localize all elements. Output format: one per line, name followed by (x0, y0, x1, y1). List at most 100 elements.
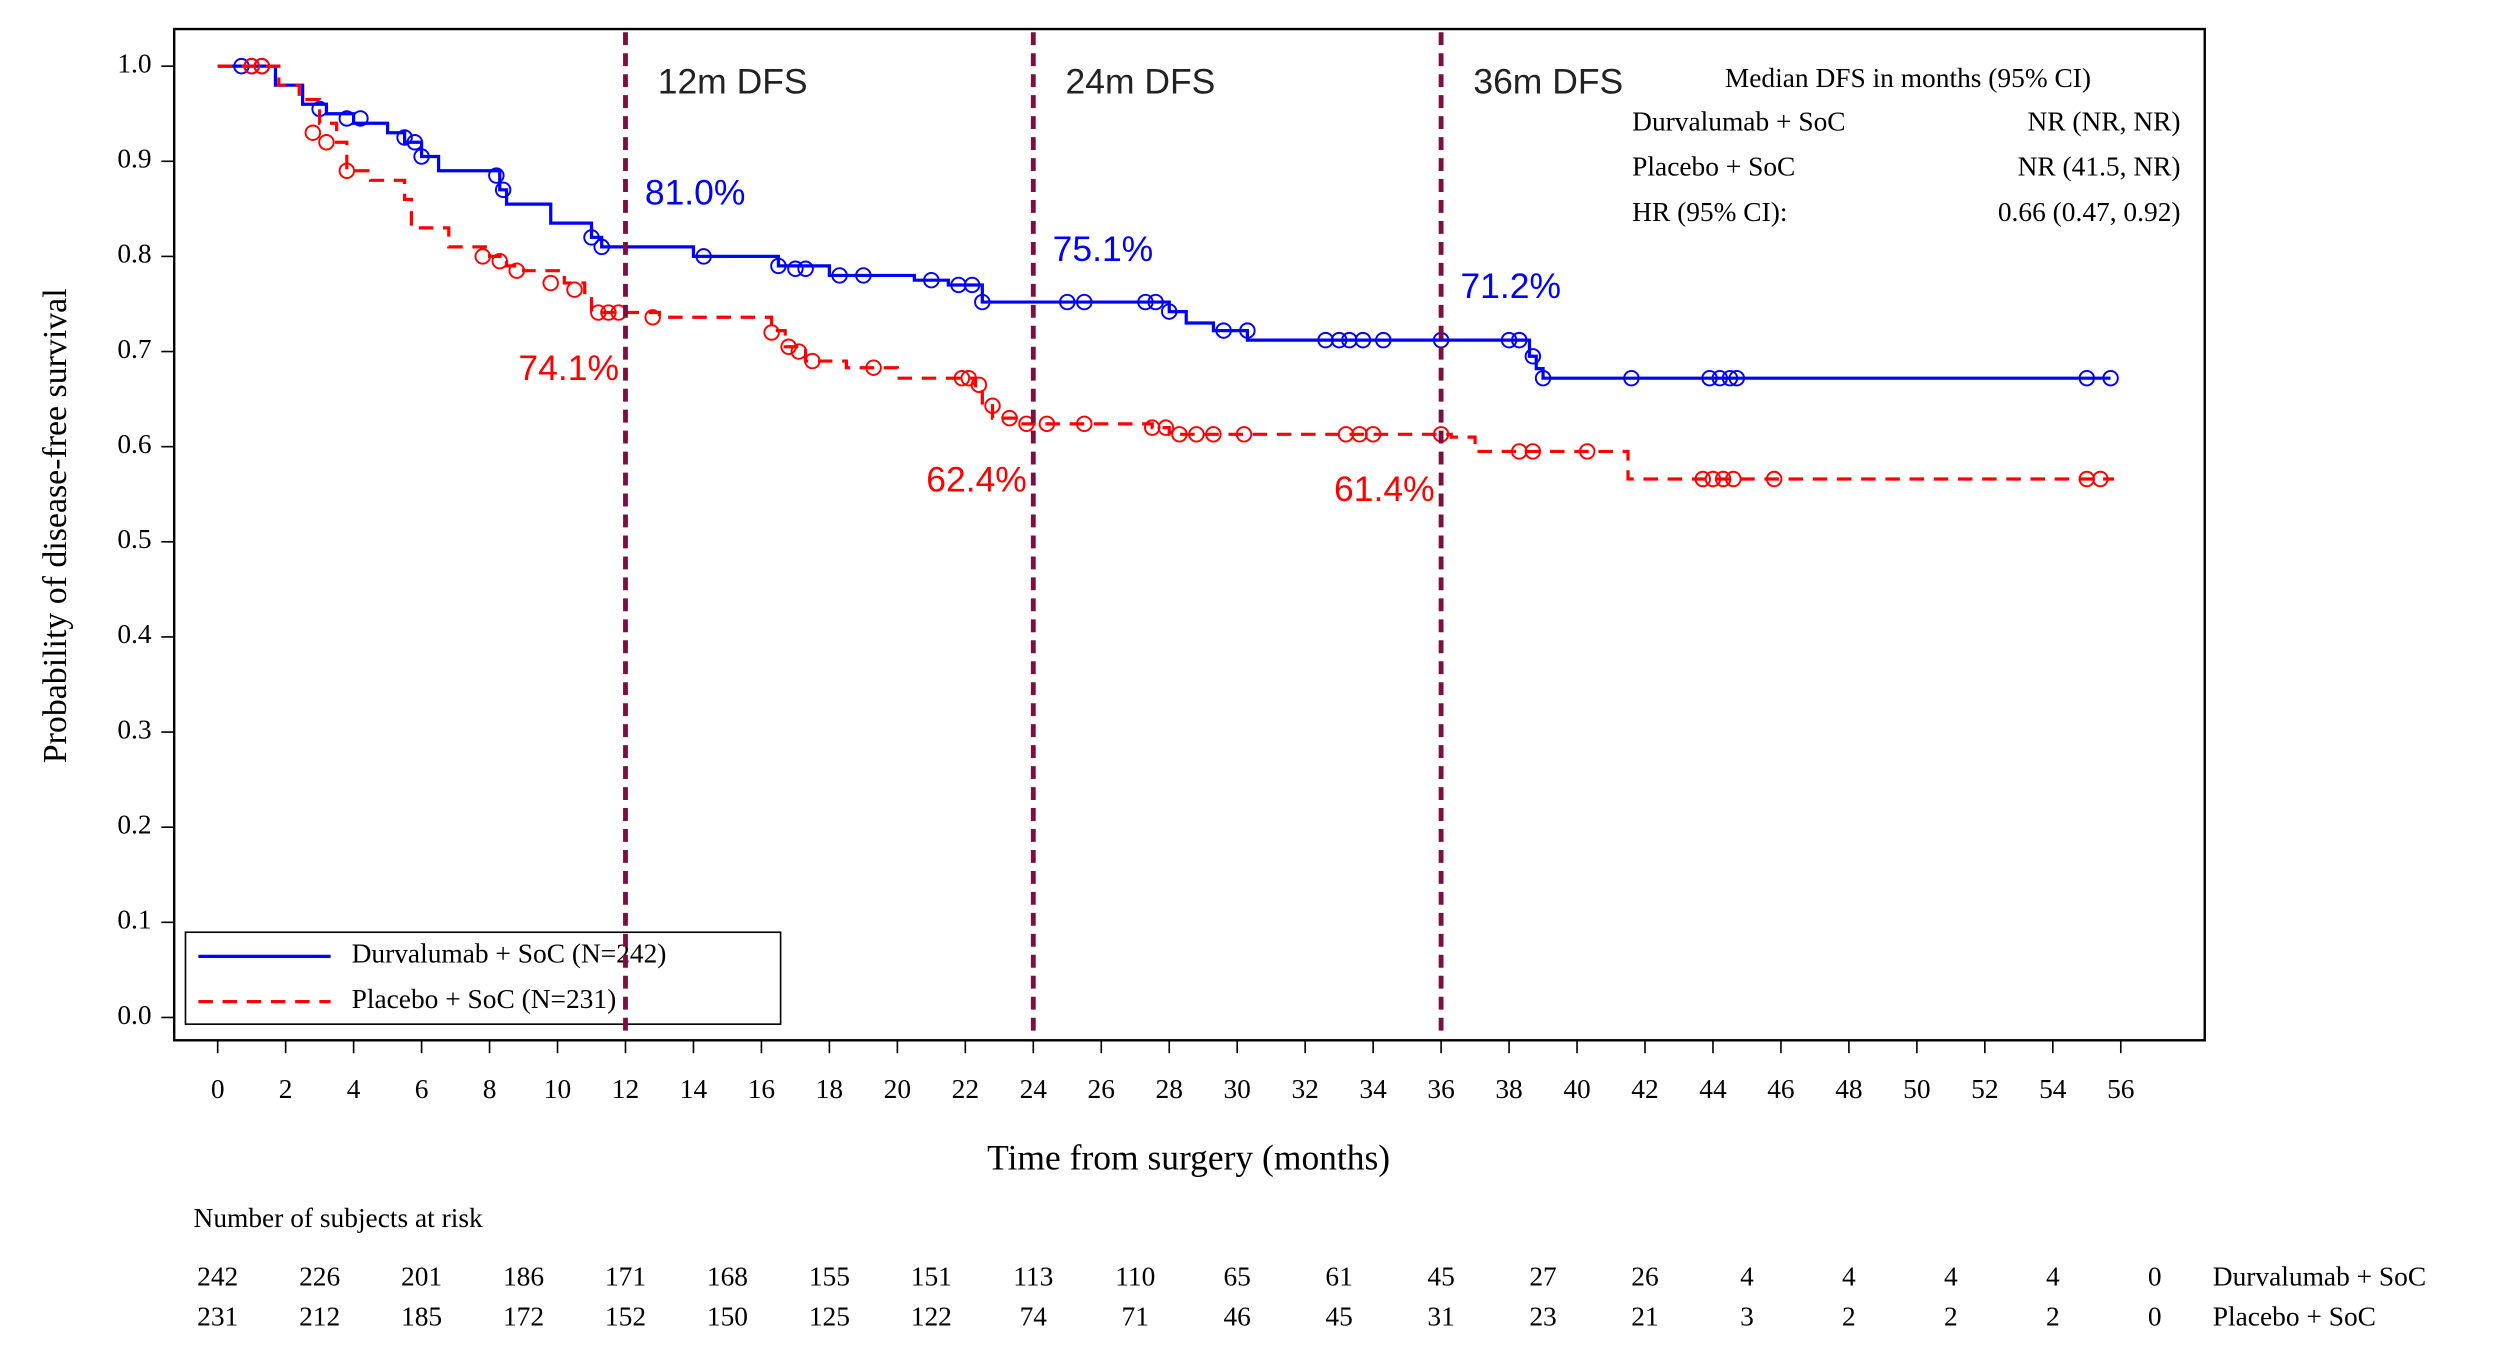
censor-mark (1701, 369, 1718, 387)
milestone-title: 24m DFS (1066, 61, 1216, 101)
y-tick-label: 1.0 (117, 48, 151, 78)
median-row-value: NR (NR, NR) (2028, 107, 2181, 137)
at-risk-count: 45 (1427, 1261, 1454, 1291)
at-risk-count: 74 (1020, 1302, 1048, 1332)
censor-mark (600, 304, 617, 321)
censor-mark (1711, 369, 1728, 387)
censor-mark (1623, 369, 1640, 387)
y-tick-label: 0.7 (117, 334, 151, 364)
censor-mark (1714, 470, 1732, 488)
at-risk-count: 185 (401, 1302, 442, 1332)
censor-mark (1018, 415, 1035, 433)
x-tick-label: 52 (1971, 1074, 1998, 1104)
at-risk-count: 151 (911, 1261, 952, 1291)
milestone-placebo: 61.4% (1334, 469, 1435, 509)
median-row-value: NR (41.5, NR) (2018, 152, 2181, 182)
x-tick-label: 10 (544, 1074, 571, 1104)
at-risk-count: 21 (1631, 1302, 1658, 1332)
censor-mark (963, 276, 981, 294)
x-tick-label: 48 (1835, 1074, 1862, 1104)
at-risk-count: 3 (1740, 1302, 1754, 1332)
censor-mark (1205, 426, 1222, 443)
censor-mark (1076, 293, 1093, 311)
censor-mark (1001, 409, 1018, 427)
median-row-label: HR (95% CI): (1632, 197, 1787, 227)
at-risk-count: 231 (197, 1302, 238, 1332)
censor-mark (491, 252, 508, 270)
at-risk-count: 155 (809, 1261, 850, 1291)
at-risk-count: 172 (503, 1302, 544, 1332)
at-risk-count: 26 (1631, 1261, 1658, 1291)
at-risk-count: 168 (707, 1261, 748, 1291)
x-tick-label: 20 (884, 1074, 911, 1104)
x-tick-label: 36 (1427, 1074, 1454, 1104)
median-row-label: Placebo + SoC (1632, 152, 1795, 182)
censor-mark (1137, 293, 1154, 311)
censor-mark (406, 134, 424, 151)
censor-mark (1059, 293, 1076, 311)
at-risk-count: 23 (1529, 1302, 1556, 1332)
y-tick-label: 0.8 (117, 239, 151, 269)
plot-frame (172, 27, 2206, 1042)
at-risk-count: 46 (1223, 1302, 1250, 1332)
censor-mark (318, 134, 335, 151)
censor-mark (2078, 369, 2096, 387)
legend-label: Placebo + SoC (N=231) (352, 984, 617, 1014)
x-tick-label: 44 (1699, 1074, 1727, 1104)
y-axis-title: Probability of disease-free survival (37, 288, 74, 763)
censor-mark (1364, 426, 1382, 443)
at-risk-count: 2 (2046, 1302, 2060, 1332)
censor-mark (1330, 331, 1348, 349)
censor-mark (1725, 470, 1742, 488)
x-tick-label: 30 (1223, 1074, 1250, 1104)
censor-mark (1728, 369, 1745, 387)
milestone-placebo: 74.1% (518, 348, 619, 388)
at-risk-name: Durvalumab + SoC (2213, 1261, 2426, 1291)
censor-mark (494, 181, 512, 199)
at-risk-count: 0 (2148, 1261, 2162, 1291)
x-tick-label: 14 (680, 1074, 708, 1104)
at-risk-count: 2 (1842, 1302, 1856, 1332)
x-tick-label: 54 (2039, 1074, 2067, 1104)
censor-mark (1215, 322, 1232, 339)
at-risk-count: 0 (2148, 1302, 2162, 1332)
x-axis-title: Time from surgery (months) (987, 1137, 1390, 1177)
censor-mark (1038, 415, 1056, 433)
y-tick-label: 0.5 (117, 524, 151, 554)
x-tick-label: 24 (1020, 1074, 1048, 1104)
x-tick-label: 6 (415, 1074, 429, 1104)
censor-mark (304, 124, 322, 141)
censor-mark (1721, 369, 1739, 387)
censor-mark (338, 162, 356, 180)
milestone-durvalumab: 81.0% (645, 173, 746, 213)
censor-mark (488, 167, 505, 184)
milestone-durvalumab: 71.2% (1460, 266, 1561, 306)
x-tick-label: 40 (1563, 1074, 1590, 1104)
x-tick-label: 32 (1291, 1074, 1318, 1104)
x-tick-label: 4 (347, 1074, 361, 1104)
censor-mark (644, 309, 661, 326)
x-tick-label: 22 (952, 1074, 979, 1104)
at-risk-count: 2 (1944, 1302, 1958, 1332)
at-risk-title: Number of subjects at risk (194, 1203, 484, 1233)
x-tick-label: 26 (1088, 1074, 1115, 1104)
censor-mark (1354, 331, 1372, 349)
censor-mark (1694, 470, 1712, 488)
censor-mark (804, 352, 821, 370)
censor-mark (542, 274, 559, 292)
at-risk-count: 122 (911, 1302, 952, 1332)
censor-mark (508, 262, 525, 279)
median-row-label: Durvalumab + SoC (1632, 107, 1845, 137)
at-risk-count: 4 (2046, 1261, 2060, 1291)
x-tick-label: 34 (1359, 1074, 1387, 1104)
censor-mark (352, 110, 369, 127)
x-tick-label: 2 (279, 1074, 293, 1104)
censor-mark (797, 260, 814, 278)
at-risk-count: 61 (1325, 1261, 1352, 1291)
milestone-placebo: 62.4% (926, 459, 1027, 499)
x-tick-label: 18 (816, 1074, 843, 1104)
censor-mark (974, 293, 991, 311)
censor-mark (593, 238, 610, 256)
censor-mark (970, 376, 988, 394)
censor-mark (1579, 443, 1596, 460)
